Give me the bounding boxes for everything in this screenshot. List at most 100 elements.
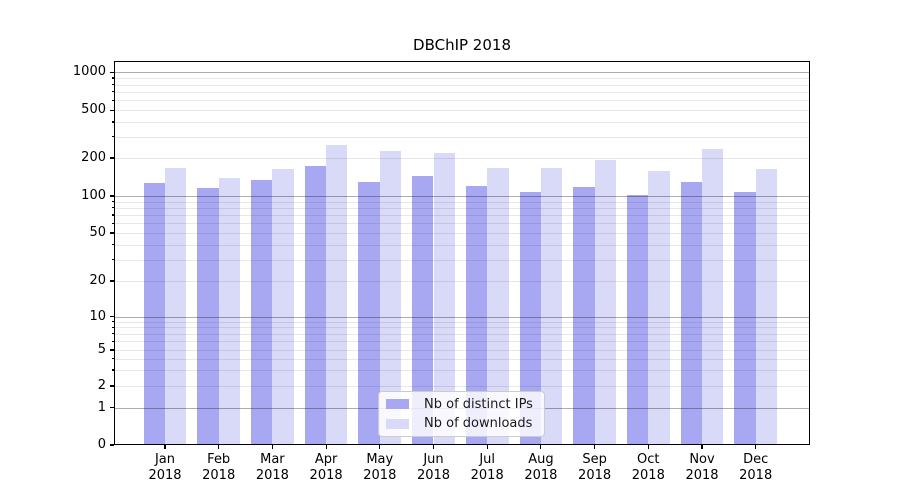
- x-tick-label-mar-2018: Mar 2018: [255, 452, 289, 483]
- x-tick-label-jun-2018: Jun 2018: [416, 452, 451, 483]
- y-minor-tick-mark-30: [111, 259, 114, 261]
- x-tick-label-jul-2018: Jul 2018: [470, 452, 504, 483]
- y-tick-label-500: 500: [81, 102, 106, 118]
- y-tick-mark-1000: [109, 71, 114, 73]
- x-tick-label-dec-2018: Dec 2018: [739, 452, 773, 483]
- y-minor-tick-mark-90: [111, 201, 114, 203]
- gridline-y-10: [114, 316, 810, 318]
- bar-nb-of-distinct-ips-dec-2018: [734, 191, 756, 445]
- y-minor-tick-mark-4: [111, 358, 114, 360]
- x-tick-label-apr-2018: Apr 2018: [309, 452, 343, 483]
- bar-nb-of-downloads-jun-2018: [433, 153, 455, 445]
- bar-nb-of-distinct-ips-aug-2018: [519, 191, 541, 445]
- x-tick-mark-apr-2018: [325, 445, 327, 449]
- y-tick-label-2: 2: [97, 378, 106, 393]
- x-tick-mark-jun-2018: [432, 445, 435, 449]
- gridline-y-80: [114, 207, 810, 209]
- plot-border: [114, 61, 810, 445]
- gridline-y-200: [114, 158, 810, 159]
- gridline-y-100: [114, 196, 810, 197]
- gridline-y-600: [114, 100, 810, 102]
- y-minor-tick-mark-40: [111, 244, 114, 246]
- bar-nb-of-distinct-ips-apr-2018: [304, 166, 327, 445]
- x-tick-label-jan-2018: Jan 2018: [148, 452, 182, 483]
- gridline-y-4: [114, 358, 810, 360]
- y-tick-label-1: 1: [97, 399, 106, 415]
- y-tick-label-5: 5: [97, 342, 106, 357]
- y-minor-tick-mark-5: [111, 349, 114, 351]
- x-tick-mark-mar-2018: [271, 445, 273, 449]
- y-minor-tick-mark-700: [111, 91, 114, 93]
- bar-nb-of-distinct-ips-mar-2018: [251, 180, 273, 445]
- y-minor-tick-mark-60: [111, 222, 114, 224]
- bar-nb-of-downloads-apr-2018: [326, 145, 348, 445]
- gridline-y-2: [114, 386, 810, 387]
- chart-title: DBChIP 2018: [413, 36, 511, 54]
- gridline-y-900: [114, 78, 810, 80]
- x-tick-label-oct-2018: Oct 2018: [631, 452, 665, 483]
- y-minor-tick-mark-200: [111, 157, 114, 159]
- bar-nb-of-distinct-ips-jun-2018: [412, 175, 434, 445]
- x-tick-mark-sep-2018: [594, 445, 596, 449]
- gridline-y-6: [114, 341, 810, 343]
- y-tick-label-200: 200: [81, 150, 106, 165]
- y-minor-tick-mark-300: [111, 136, 114, 138]
- y-minor-tick-mark-20: [111, 280, 114, 282]
- x-tick-label-feb-2018: Feb 2018: [202, 452, 236, 483]
- bar-nb-of-distinct-ips-jan-2018: [143, 182, 165, 445]
- x-tick-mark-feb-2018: [218, 445, 220, 449]
- bar-nb-of-downloads-may-2018: [379, 150, 402, 445]
- gridline-y-700: [114, 91, 810, 93]
- gridline-y-30: [114, 259, 810, 261]
- bar-nb-of-downloads-oct-2018: [648, 170, 670, 445]
- y-tick-label-50: 50: [89, 225, 106, 240]
- x-tick-mark-oct-2018: [647, 445, 649, 449]
- bar-nb-of-downloads-nov-2018: [702, 148, 724, 445]
- gridline-y-60: [114, 223, 810, 225]
- y-tick-label-20: 20: [89, 273, 106, 288]
- gridline-y-20: [114, 281, 810, 282]
- y-minor-tick-mark-2: [111, 385, 114, 387]
- y-tick-label-10: 10: [89, 308, 106, 324]
- y-minor-tick-mark-800: [111, 83, 114, 86]
- y-minor-tick-mark-900: [111, 77, 114, 79]
- legend-label-distinct-ips: Nb of distinct IPs: [424, 396, 533, 412]
- bar-nb-of-distinct-ips-jul-2018: [465, 186, 488, 445]
- bar-nb-of-downloads-mar-2018: [272, 168, 294, 445]
- y-minor-tick-mark-9: [111, 320, 114, 323]
- y-tick-mark-0: [109, 444, 114, 446]
- gridline-y-7: [114, 333, 810, 335]
- bar-nb-of-downloads-jul-2018: [487, 167, 509, 445]
- legend-item-downloads: Nb of downloads: [386, 416, 544, 431]
- x-tick-mark-jul-2018: [486, 445, 488, 449]
- y-minor-tick-mark-400: [111, 121, 114, 123]
- bar-nb-of-distinct-ips-nov-2018: [680, 182, 702, 445]
- gridline-y-400: [114, 121, 810, 123]
- y-minor-tick-mark-7: [111, 333, 114, 335]
- y-minor-tick-mark-3: [111, 369, 114, 371]
- y-tick-mark-100: [109, 195, 114, 197]
- bar-nb-of-distinct-ips-sep-2018: [573, 186, 595, 445]
- y-minor-tick-mark-80: [111, 207, 114, 209]
- y-tick-mark-1: [109, 407, 114, 409]
- bar-nb-of-downloads-jan-2018: [165, 167, 187, 445]
- gridline-y-90: [114, 201, 810, 203]
- bar-nb-of-downloads-aug-2018: [540, 167, 563, 445]
- y-tick-label-100: 100: [81, 188, 106, 203]
- legend-label-downloads: Nb of downloads: [424, 416, 533, 432]
- legend-item-distinct-ips: Nb of distinct IPs: [386, 397, 544, 412]
- bar-nb-of-downloads-feb-2018: [218, 177, 241, 445]
- y-minor-tick-mark-6: [111, 340, 114, 342]
- bar-nb-of-distinct-ips-oct-2018: [626, 194, 649, 445]
- y-minor-tick-mark-70: [111, 214, 114, 216]
- x-tick-label-may-2018: May 2018: [363, 452, 397, 483]
- y-minor-tick-mark-500: [111, 109, 114, 111]
- y-minor-tick-mark-50: [111, 232, 114, 234]
- gridline-y-5: [114, 350, 810, 351]
- gridline-y-800: [114, 84, 810, 86]
- y-tick-mark-10: [109, 315, 114, 318]
- x-tick-mark-may-2018: [379, 445, 381, 449]
- x-tick-mark-aug-2018: [540, 445, 542, 449]
